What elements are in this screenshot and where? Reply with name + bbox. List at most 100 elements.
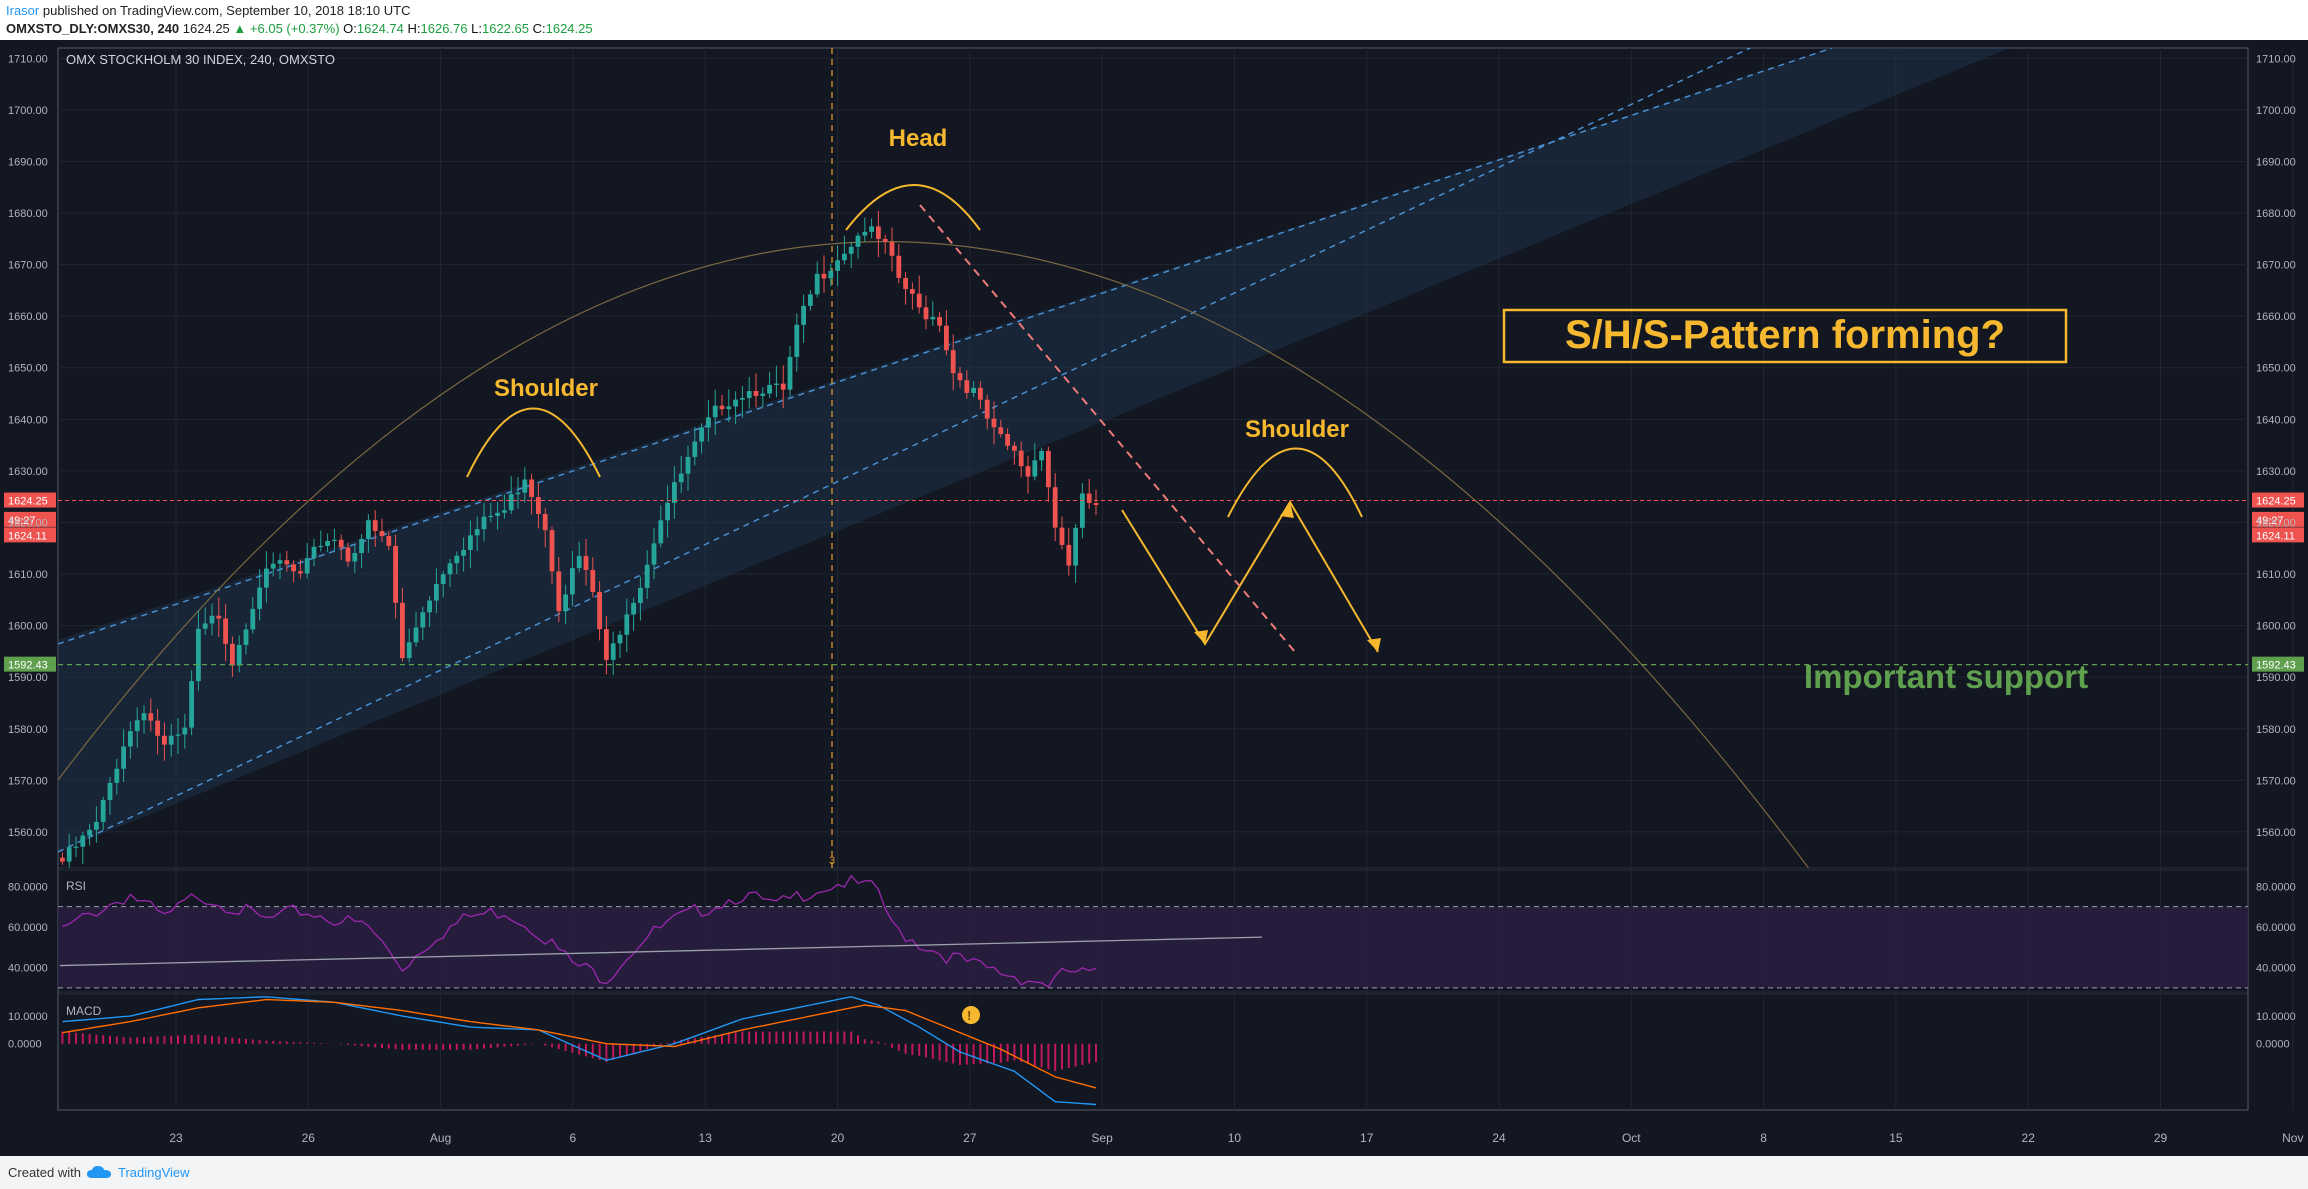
candle [855,232,861,259]
price-badge-text: 49:27 [2256,515,2284,527]
candle-body [488,515,494,518]
candle-body [400,602,405,659]
candle-body [644,564,650,588]
candle [692,427,698,466]
candle [168,723,174,757]
time-tick-label: Sep [1091,1131,1113,1145]
candle-body [937,317,942,326]
candle-body [855,235,861,247]
low-value: 1622.65 [481,21,529,36]
candle [712,389,718,436]
pattern-box [1502,308,2068,364]
time-tick-label: Oct [1622,1131,1641,1145]
candle-body [624,614,630,635]
candle [774,365,779,398]
candle-body [264,568,269,588]
candle [828,263,834,287]
candle [427,596,432,628]
candle-body [121,746,126,769]
candle-body [964,380,970,393]
candle [352,545,358,573]
tradingview-link[interactable]: TradingView [118,1165,190,1180]
candle-body [379,531,385,537]
candle-body [372,520,378,532]
candle-body [733,399,738,407]
candle-body [481,516,487,530]
time-tick-label: 17 [1360,1131,1374,1145]
price-badge-text: 49:27 [8,515,36,527]
candle [971,381,976,398]
price-tick-left: 1570.00 [8,775,48,787]
price-tick-right: 1600.00 [2256,621,2296,633]
candle [189,670,194,736]
candle [73,836,79,858]
price-pane[interactable] [57,47,2249,869]
chart-area[interactable]: 3 1624.25 1624.25 49:27 49:27 1624.11 1624.11… [0,40,2308,1156]
candle [808,289,813,311]
candle-body [508,494,514,511]
candle [835,245,840,287]
candle-body [699,427,704,442]
candle [957,366,963,388]
candle [590,557,596,598]
candle-body [549,530,555,572]
candle-body [576,556,582,569]
open-value: 1624.74 [356,21,404,36]
price-tick-right: 1640.00 [2256,414,2296,426]
candle-body [808,294,813,306]
pattern-label: S/H/S-Pattern forming? [1565,313,2005,357]
candle [277,553,283,580]
candle-body [685,456,691,474]
candle [923,295,929,330]
price-tick-left: 1620.00 [8,517,48,529]
svg-text:!: ! [967,1008,971,1023]
candle-body [930,317,936,320]
rsi-tick-left: 60.0000 [8,922,48,934]
candle-body [386,536,392,546]
candle [243,623,249,655]
candle [502,494,507,519]
alert-icon[interactable] [962,1006,980,1024]
candle [209,603,215,636]
publish-text: published on TradingView.com, September … [42,3,411,18]
price-axis[interactable]: 1710.00 1710.00 1700.00 1700.00 1690.00 1690.… [8,53,2296,839]
price-badge-text: 1624.25 [2256,496,2296,508]
candle-body [209,615,215,624]
candle-body [842,253,847,261]
candle-body [114,768,120,783]
candle [1052,473,1058,542]
head-arc [845,184,981,231]
candle-body [665,502,670,521]
macd-pane[interactable] [57,993,2249,1111]
author-link[interactable]: Irasor [6,3,40,18]
candle [706,400,711,442]
candle-body [1052,487,1058,528]
candle [1073,523,1078,583]
candle [291,560,296,583]
candle [984,394,990,430]
arrow-head [1367,638,1381,652]
price-badge-bg [4,656,56,672]
candle [726,389,732,423]
candle-body [821,273,827,279]
candle-body [393,545,398,603]
time-axis[interactable]: 2326Aug6132027Sep101724Oct8152229Nov6 [169,1131,2308,1145]
candle-body [903,277,908,290]
price-tick-right: 1650.00 [2256,363,2296,375]
candle [1080,483,1085,539]
candle-body [413,627,419,643]
candle-body [196,628,201,682]
time-tick-label: 6 [570,1131,577,1145]
candle [930,301,936,326]
channel-lower-line [58,48,1752,853]
candle-body [726,406,732,410]
candle-body [60,857,65,862]
candle [257,569,262,621]
candle-body [66,847,72,862]
price-tick-right: 1560.00 [2256,827,2296,839]
chart-canvas[interactable]: 3 1624.25 1624.25 49:27 49:27 1624.11 1624.11… [0,40,2308,1156]
candle-body [740,397,745,400]
candle-body [780,383,786,390]
candle [325,533,330,552]
macd-alert-badge[interactable]: ! [962,1006,980,1024]
